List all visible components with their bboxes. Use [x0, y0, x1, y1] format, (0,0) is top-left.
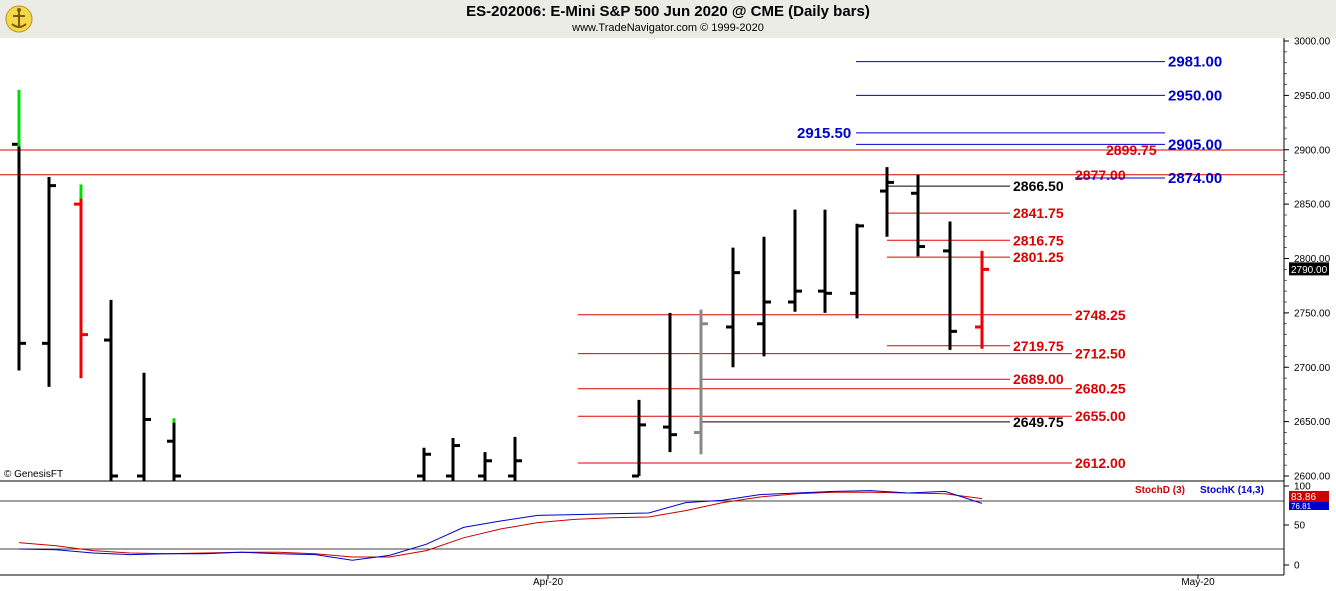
price-tick-label: 2750.00 — [1294, 308, 1331, 319]
level-label: 2899.75 — [1106, 142, 1157, 158]
level-label: 2719.75 — [1013, 338, 1064, 354]
time-tick-label: Apr-20 — [533, 577, 563, 588]
stoch-k-value: 76.81 — [1291, 502, 1312, 511]
level-label: 2680.25 — [1075, 381, 1126, 397]
stoch-k-value-box — [1289, 502, 1329, 510]
price-tick-label: 2700.00 — [1294, 363, 1331, 374]
genesis-watermark: © GenesisFT — [4, 469, 63, 480]
legend-stoch-k: StochK (14,3) — [1200, 485, 1264, 496]
level-label: 2748.25 — [1075, 307, 1126, 323]
level-label: 2877.00 — [1075, 167, 1126, 183]
stoch-d-value: 83.86 — [1291, 492, 1316, 503]
level-label: 2874.00 — [1168, 170, 1222, 187]
level-label: 2841.75 — [1013, 205, 1064, 221]
price-tick-label: 2900.00 — [1294, 145, 1331, 156]
level-label: 2866.50 — [1013, 178, 1064, 194]
level-label: 2655.00 — [1075, 408, 1126, 424]
level-label: 2816.75 — [1013, 232, 1064, 248]
ohlc-bars — [12, 89, 989, 481]
price-tick-label: 2950.00 — [1294, 91, 1331, 102]
level-label: 2649.75 — [1013, 414, 1064, 430]
chart-header: ES-202006: E-Mini S&P 500 Jun 2020 @ CME… — [0, 0, 1336, 38]
stoch-d-line — [18, 491, 983, 558]
level-label: 2981.00 — [1168, 54, 1222, 71]
level-label: 2801.25 — [1013, 249, 1064, 265]
last-price-box — [1289, 262, 1329, 276]
price-tick-label: 2600.00 — [1294, 472, 1331, 483]
price-levels: 2981.00 2950.00 2915.50 2905.00 2899.75 2877.… — [0, 54, 1284, 471]
time-tick-label: May-20 — [1181, 577, 1215, 588]
level-label: 2905.00 — [1168, 136, 1222, 153]
osc-tick-label: 50 — [1294, 521, 1306, 532]
copyright-text: www.TradeNavigator.com © 1999-2020 — [572, 22, 764, 34]
stoch-k-line — [18, 490, 983, 561]
price-tick-label: 2850.00 — [1294, 200, 1331, 211]
osc-tick-label: 0 — [1294, 561, 1300, 572]
legend-stoch-d: StochD (3) — [1135, 485, 1185, 496]
genesis-logo-icon — [5, 5, 33, 33]
price-tick-label: 2650.00 — [1294, 417, 1331, 428]
level-label: 2950.00 — [1168, 87, 1222, 104]
price-tick-label: 2800.00 — [1294, 254, 1331, 265]
price-tick-label: 3000.00 — [1294, 37, 1331, 48]
osc-tick-label: 100 — [1294, 482, 1311, 493]
level-label: 2915.50 — [797, 125, 851, 142]
level-label: 2712.50 — [1075, 346, 1126, 362]
chart-title: ES-202006: E-Mini S&P 500 Jun 2020 @ CME… — [466, 3, 870, 20]
last-price-label: 2790.00 — [1291, 265, 1328, 276]
level-label: 2612.00 — [1075, 455, 1126, 471]
stoch-d-value-box — [1289, 491, 1329, 502]
level-label: 2689.00 — [1013, 371, 1064, 387]
